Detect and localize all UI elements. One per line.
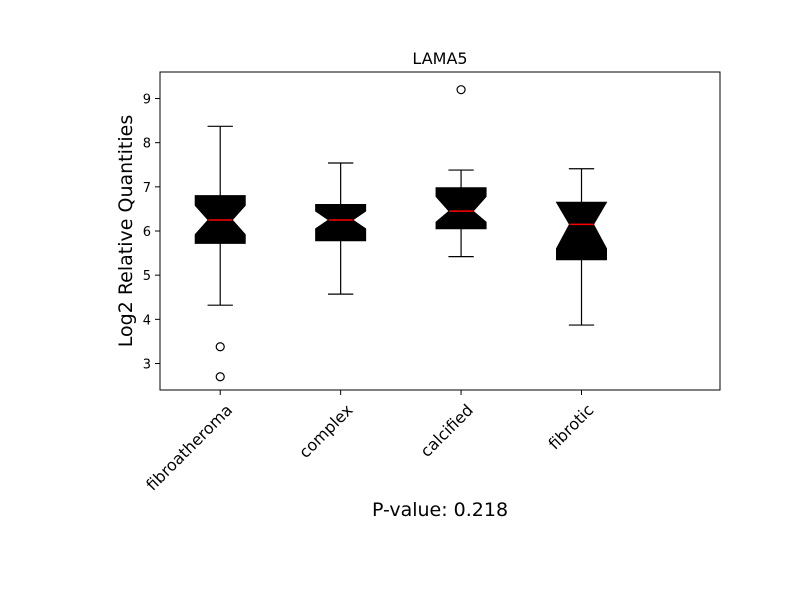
- y-axis: 3 4 5 6 7 8 9: [143, 93, 160, 373]
- box-fibrotic: [555, 168, 608, 326]
- p-value-text: P-value: 0.218: [372, 499, 508, 521]
- y-tick-label: 8: [143, 137, 151, 152]
- y-tick-label: 7: [143, 181, 151, 196]
- y-tick-label: 3: [143, 358, 151, 373]
- outlier-point: [215, 342, 225, 352]
- y-tick-label: 9: [143, 93, 151, 108]
- y-tick-label: 6: [143, 225, 151, 240]
- box-calcified: [435, 85, 487, 258]
- y-tick-label: 5: [143, 269, 151, 284]
- plot-marks: [194, 85, 608, 382]
- box-fibroatheroma: [194, 125, 246, 382]
- outlier-point: [215, 372, 225, 382]
- y-tick-label: 4: [143, 313, 151, 328]
- y-axis-label: Log2 Relative Quantities: [115, 115, 137, 347]
- outlier-point: [456, 85, 466, 95]
- chart-title: LAMA5: [412, 49, 467, 68]
- box-body: [315, 204, 367, 242]
- box-body: [555, 201, 608, 261]
- box-complex: [315, 162, 367, 295]
- box-body: [435, 187, 487, 230]
